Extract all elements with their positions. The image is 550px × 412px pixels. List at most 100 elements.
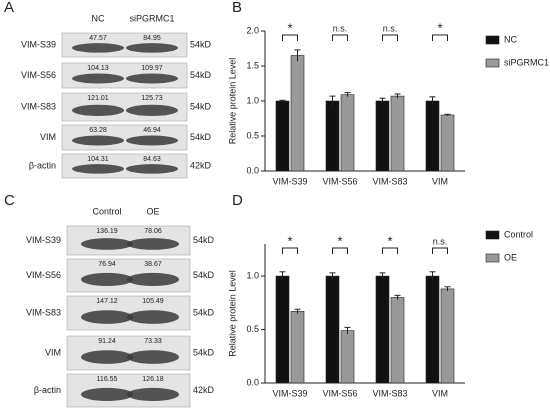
band-value: 84.63 <box>143 156 161 163</box>
row-label: VIM <box>45 347 61 357</box>
size-label: 54kD <box>190 132 212 142</box>
legend-swatch <box>485 230 500 240</box>
x-tick-label: VIM-S39 <box>272 388 307 398</box>
bar <box>375 100 390 172</box>
significance-bracket <box>382 247 398 254</box>
row-label: VIM-S83 <box>21 101 56 111</box>
significance-bracket <box>282 34 298 41</box>
band-value: 38.67 <box>144 261 162 268</box>
significance-bracket <box>432 247 448 254</box>
significance-label: * <box>287 20 292 35</box>
band <box>72 43 124 53</box>
significance-bracket <box>332 247 348 254</box>
band-value: 73.33 <box>144 338 162 345</box>
band <box>127 387 179 402</box>
size-label: 54kD <box>193 270 215 280</box>
significance-bracket <box>432 34 448 41</box>
band <box>127 310 179 324</box>
band-value: 104.31 <box>87 156 109 163</box>
size-label: 54kD <box>193 235 215 245</box>
band-value: 126.18 <box>142 376 164 383</box>
band <box>127 238 179 250</box>
bar <box>325 100 340 172</box>
row-label: VIM-S56 <box>21 70 56 80</box>
bar <box>340 94 355 172</box>
band <box>81 310 133 324</box>
band-value: 109.97 <box>141 65 163 72</box>
band <box>72 104 124 116</box>
legend-label: OE <box>504 252 517 262</box>
row-label: VIM-S83 <box>26 307 61 317</box>
size-label: 54kD <box>193 307 215 317</box>
bar <box>390 95 405 172</box>
bar <box>275 275 290 384</box>
error-bar <box>444 113 451 116</box>
y-axis-label: Relative protein Level <box>227 270 237 357</box>
band <box>127 272 179 287</box>
error-bar <box>279 271 286 281</box>
bar <box>290 311 305 384</box>
bar <box>340 330 355 384</box>
band <box>72 73 124 84</box>
error-bar <box>444 286 451 292</box>
error-bar <box>279 99 286 102</box>
band-value: 91.24 <box>98 338 116 345</box>
band <box>126 104 178 116</box>
size-label: 42kD <box>190 160 212 170</box>
error-bar <box>294 49 301 62</box>
bar <box>440 288 455 384</box>
error-bar <box>379 97 386 104</box>
lane-label: NC <box>92 13 105 23</box>
x-tick-label: VIM-S56 <box>322 176 357 186</box>
band-value: 63.28 <box>89 127 107 134</box>
error-bar <box>329 272 336 280</box>
band-value: 84.95 <box>143 35 161 42</box>
band <box>126 135 178 146</box>
band-value: 104.13 <box>87 65 109 72</box>
bar <box>425 100 440 172</box>
lane-label: OE <box>146 206 159 216</box>
bar <box>390 297 405 384</box>
significance-bracket <box>282 247 298 254</box>
size-label: 54kD <box>193 347 215 357</box>
band <box>81 272 133 287</box>
bar <box>325 275 340 384</box>
error-bar <box>344 92 351 97</box>
legend-label: NC <box>504 34 517 44</box>
size-label: 54kD <box>190 101 212 111</box>
error-bar <box>429 271 436 281</box>
legend-swatch <box>485 253 500 263</box>
significance-label: n.s. <box>383 23 398 33</box>
band-value: 116.55 <box>97 376 118 383</box>
error-bar <box>394 93 401 99</box>
bar <box>275 100 290 172</box>
error-bar <box>344 326 351 334</box>
significance-label: n.s. <box>333 23 348 33</box>
significance-label: * <box>337 233 342 248</box>
bar <box>375 275 390 384</box>
lane-label: Control <box>92 206 121 216</box>
x-tick-label: VIM-S83 <box>372 176 407 186</box>
panel-label: A <box>4 0 14 16</box>
error-bar <box>329 95 336 106</box>
significance-label: n.s. <box>433 236 448 246</box>
panel-label: B <box>232 0 242 16</box>
bar <box>290 55 305 172</box>
band <box>81 387 133 402</box>
band-value: 147.12 <box>96 298 118 305</box>
band <box>81 350 133 364</box>
band-value: 46.94 <box>143 127 161 134</box>
band <box>127 350 179 364</box>
significance-label: * <box>287 233 292 248</box>
significance-label: * <box>387 233 392 248</box>
x-tick-label: VIM-S83 <box>372 388 407 398</box>
band <box>126 73 178 84</box>
y-tick-label: 1.0 <box>246 270 259 280</box>
band-value: 78.06 <box>144 228 162 235</box>
row-label: VIM <box>40 132 56 142</box>
y-axis-label: Relative protein Level <box>227 58 237 145</box>
band <box>126 164 178 174</box>
legend-label: siPGRMC1 <box>504 57 549 67</box>
size-label: 54kD <box>190 70 212 80</box>
row-label: VIM-S56 <box>26 270 61 280</box>
